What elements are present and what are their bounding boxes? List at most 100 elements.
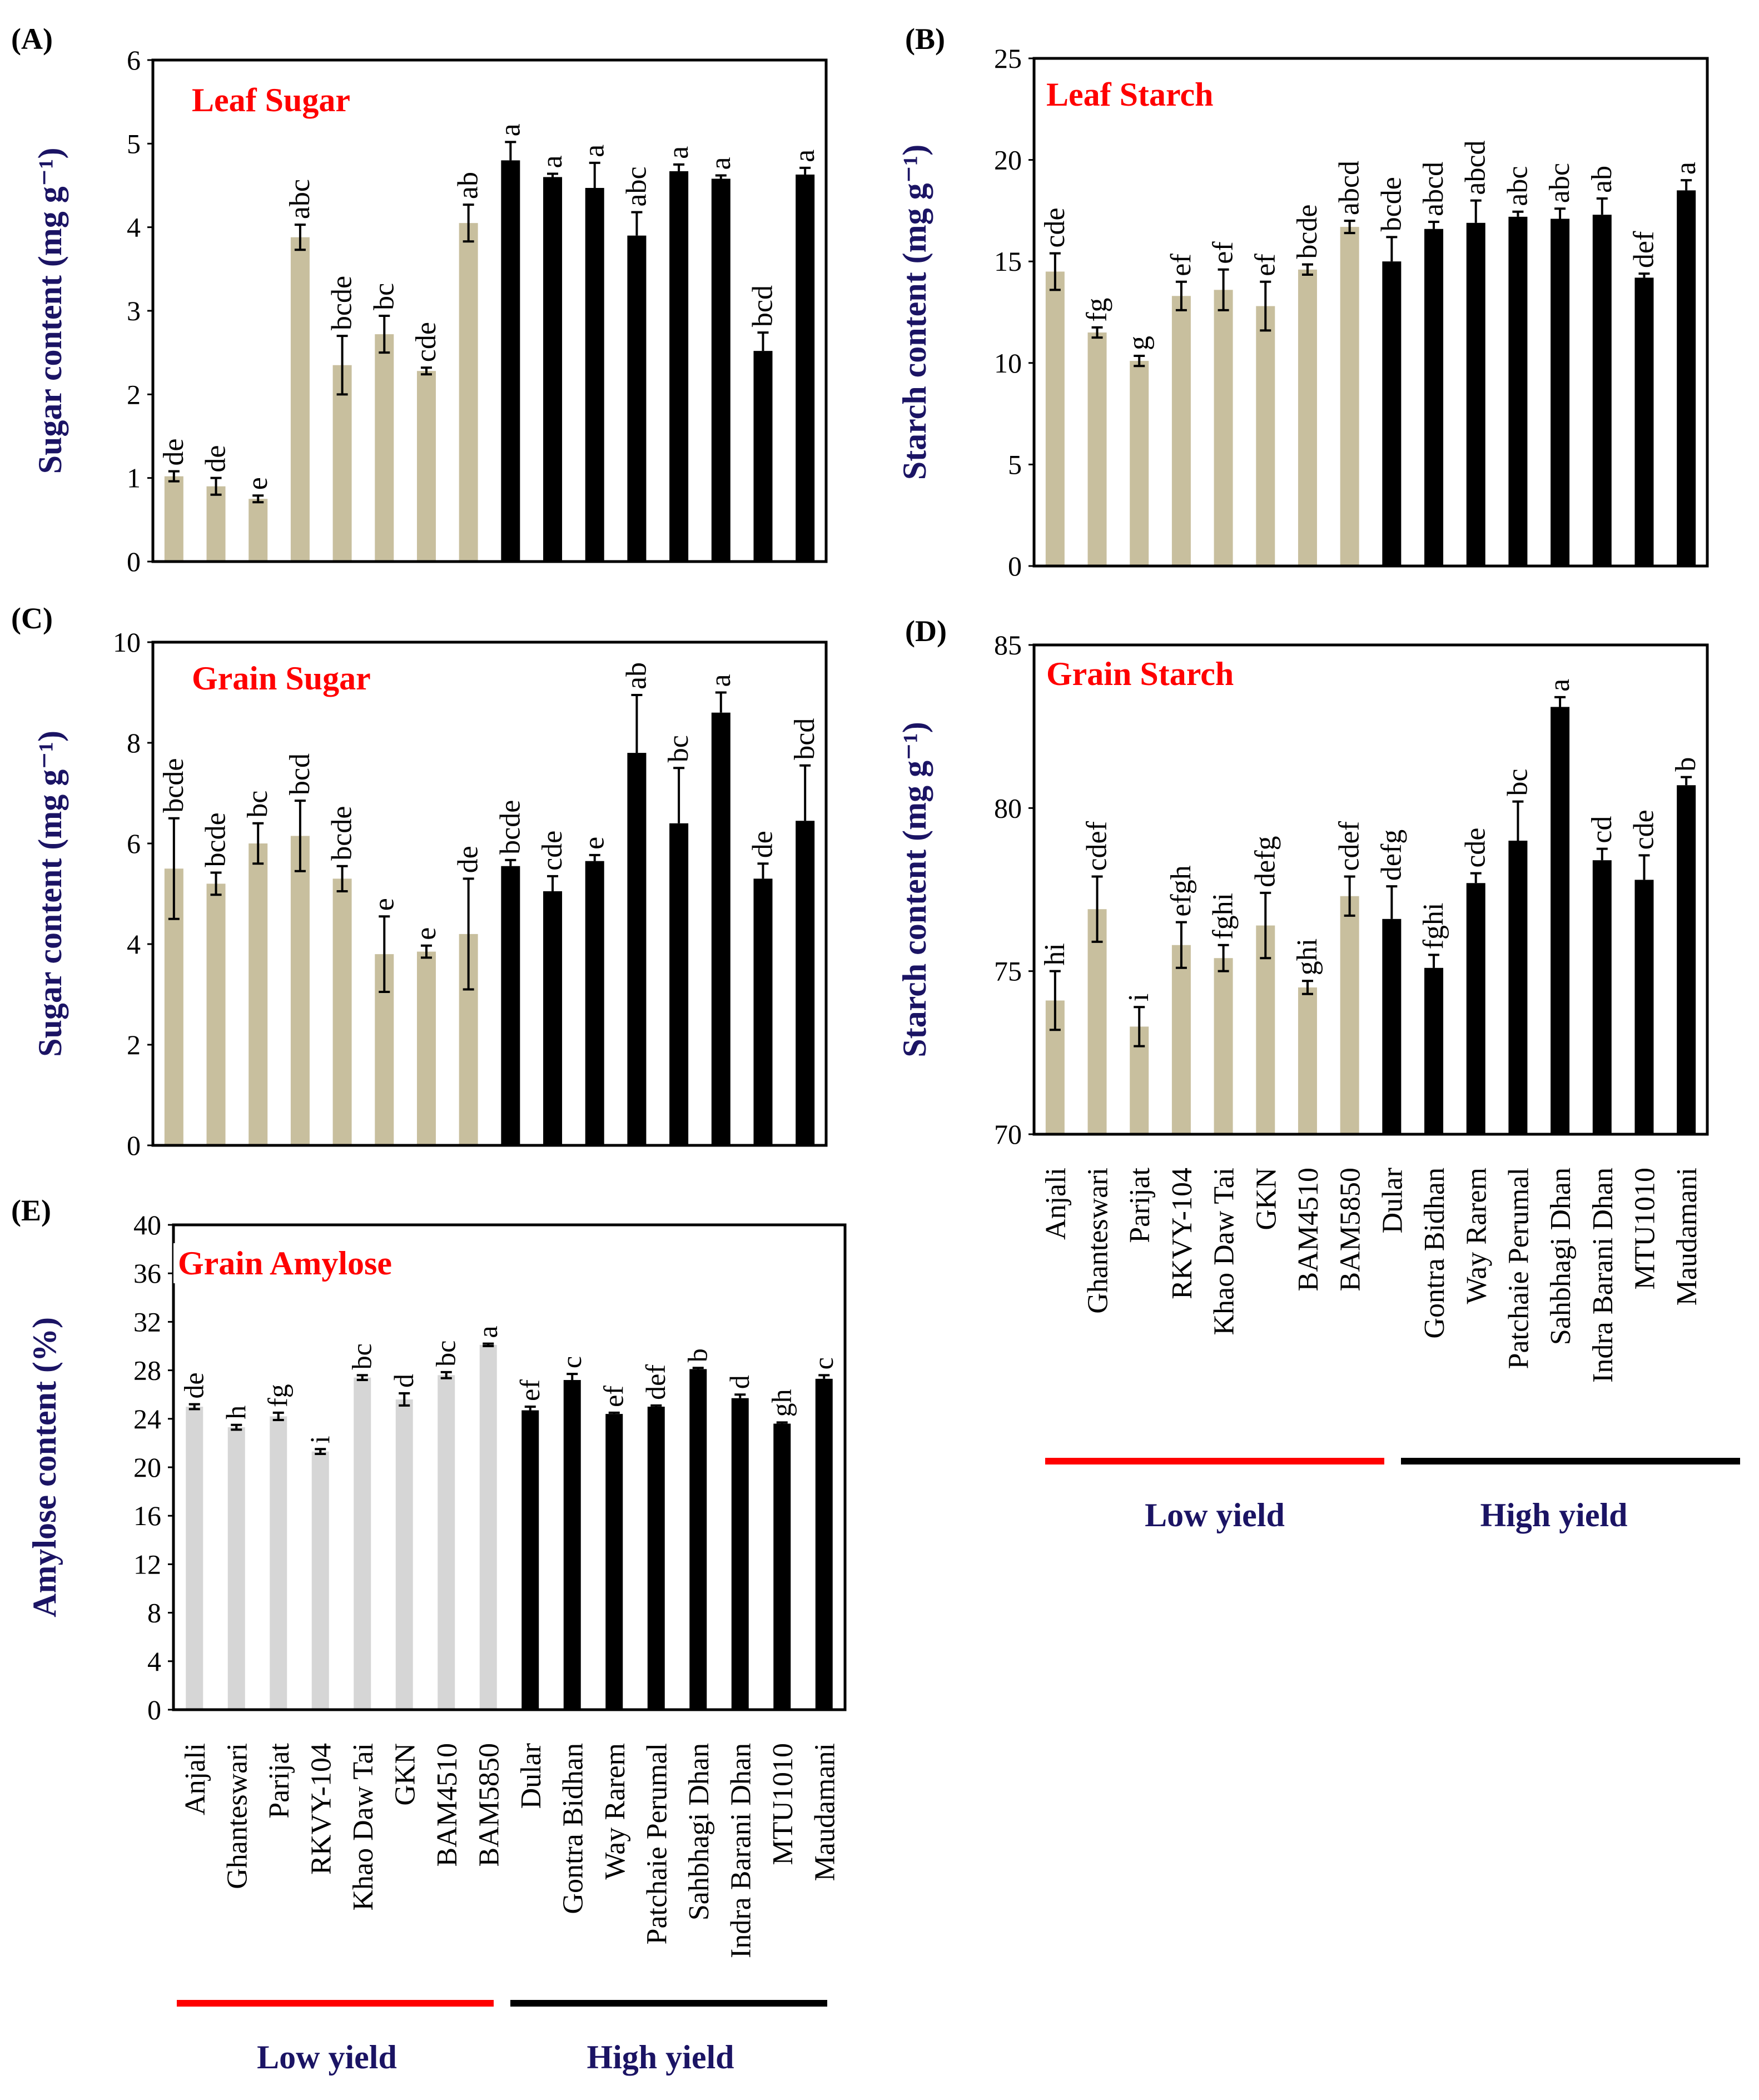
- bar-14: [731, 1398, 749, 1710]
- bar-16: [796, 174, 815, 562]
- category-label-7: BAM4510: [431, 1743, 463, 1866]
- bar-13: [669, 823, 689, 1145]
- significance-letter-8: ab: [453, 172, 484, 199]
- bar-4: [290, 836, 310, 1145]
- bar-3: [1130, 361, 1149, 566]
- significance-letter-7: e: [410, 927, 442, 940]
- significance-letter-11: ef: [598, 1386, 629, 1407]
- plot-frame: [151, 58, 828, 563]
- significance-letter-5: bcde: [326, 806, 358, 861]
- bar-12: [1508, 216, 1528, 567]
- chart-title: Leaf Starch: [1046, 76, 1214, 113]
- bar-1: [164, 476, 183, 562]
- significance-letter-14: a: [705, 674, 737, 687]
- category-label-3: Parijat: [264, 1742, 295, 1818]
- category-label-10: Gontra Bidhan: [557, 1743, 589, 1914]
- y-tick-label: 20: [994, 145, 1022, 176]
- significance-letter-5: fghi: [1208, 893, 1239, 940]
- bar-16: [1677, 785, 1696, 1134]
- bar-16: [1677, 190, 1696, 566]
- significance-letter-3: fg: [262, 1384, 294, 1407]
- bar-8: [1340, 227, 1359, 567]
- bar-9: [501, 866, 520, 1145]
- significance-letter-2: bcde: [200, 812, 232, 867]
- bar-3: [270, 1416, 287, 1710]
- category-label-16: Maudamani: [1671, 1168, 1703, 1305]
- bar-2: [206, 486, 226, 562]
- y-axis-title: Starch content (mg g⁻¹): [896, 145, 933, 480]
- significance-letter-9: bcde: [1375, 177, 1407, 231]
- category-label-15: MTU1010: [767, 1743, 799, 1865]
- y-tick-label: 70: [994, 1119, 1022, 1150]
- y-tick-label: 6: [127, 828, 141, 859]
- significance-letter-16: a: [789, 150, 821, 162]
- panel-label-a: (A): [11, 22, 53, 56]
- panel-label-d: (D): [905, 614, 947, 648]
- category-label-16: Maudamani: [809, 1743, 841, 1881]
- bar-15: [773, 1423, 791, 1710]
- y-tick-label: 32: [133, 1306, 161, 1337]
- bar-11: [585, 188, 604, 562]
- chart-panel-e: (E) 0 4 8 12 16 20 24 28 32 36 40 Amylose content (%…: [11, 1194, 847, 2076]
- bar-5: [332, 365, 352, 562]
- plot-frame: [151, 641, 828, 1147]
- y-tick-label: 36: [133, 1258, 161, 1289]
- y-tick-label: 10: [994, 347, 1022, 379]
- bar-4: [311, 1451, 329, 1710]
- significance-letter-5: bcde: [326, 276, 358, 330]
- bar-12: [627, 753, 647, 1145]
- category-label-12: Patchaie Perumal: [1503, 1168, 1534, 1369]
- category-label-12: Patchaie Perumal: [641, 1743, 673, 1944]
- bar-11: [1466, 883, 1485, 1134]
- plot-frame: [172, 1223, 847, 1711]
- panel-label-b: (B): [905, 22, 945, 56]
- chart-panel-b: (B) 0 5 10 15 20 25 Starch content (mg g⁻¹) cde f…: [896, 22, 1709, 582]
- title-background: [173, 1243, 407, 1283]
- y-tick-label: 28: [133, 1355, 161, 1386]
- panel-label-c: (C): [11, 602, 53, 635]
- bar-7: [438, 1375, 455, 1710]
- y-tick-label: 85: [994, 629, 1022, 661]
- significance-letter-6: defg: [1249, 836, 1281, 887]
- panel-label-e: (E): [11, 1194, 51, 1227]
- significance-letter-11: e: [579, 837, 610, 850]
- y-axis-title: Starch content (mg g⁻¹): [896, 722, 933, 1057]
- significance-letter-8: de: [453, 846, 484, 873]
- significance-letter-3: e: [242, 477, 274, 490]
- y-tick-label: 10: [113, 627, 141, 658]
- bar-4: [1171, 296, 1191, 566]
- bar-15: [753, 878, 773, 1145]
- significance-letter-15: de: [747, 831, 778, 858]
- significance-letter-9: bcde: [494, 800, 526, 855]
- significance-letter-11: abcd: [1460, 140, 1492, 195]
- bar-13: [669, 171, 689, 562]
- significance-letter-6: ef: [1249, 254, 1281, 276]
- category-label-2: Ghanteswari: [221, 1743, 253, 1889]
- significance-letter-8: abcd: [1334, 161, 1365, 215]
- category-label-11: Way Rarem: [599, 1743, 631, 1880]
- bar-16: [815, 1378, 833, 1710]
- y-axis-title: Sugar content (mg g⁻¹): [32, 148, 68, 474]
- y-tick-label: 0: [147, 1694, 161, 1725]
- chart-title: Grain Sugar: [192, 660, 371, 697]
- significance-letter-12: ab: [620, 662, 652, 689]
- title-background: [1042, 75, 1275, 115]
- bar-12: [627, 235, 647, 562]
- category-label-6: GKN: [389, 1743, 421, 1806]
- bar-11: [605, 1414, 623, 1710]
- significance-letter-13: abc: [1544, 163, 1576, 203]
- significance-letter-10: c: [556, 1356, 587, 1368]
- bar-2: [206, 883, 226, 1145]
- title-background: [1042, 654, 1275, 694]
- category-label-4: RKVY-104: [305, 1743, 337, 1875]
- significance-letter-4: efgh: [1165, 865, 1197, 916]
- significance-letter-9: defg: [1375, 830, 1407, 881]
- category-label-5: Khao Daw Tai: [347, 1743, 379, 1911]
- y-tick-label: 2: [127, 379, 141, 410]
- y-axis-title: Sugar content (mg g⁻¹): [32, 731, 68, 1057]
- bar-10: [543, 891, 563, 1145]
- bar-5: [354, 1377, 371, 1710]
- significance-letter-2: cdef: [1081, 821, 1113, 871]
- bar-12: [647, 1407, 665, 1710]
- y-tick-label: 3: [127, 295, 141, 326]
